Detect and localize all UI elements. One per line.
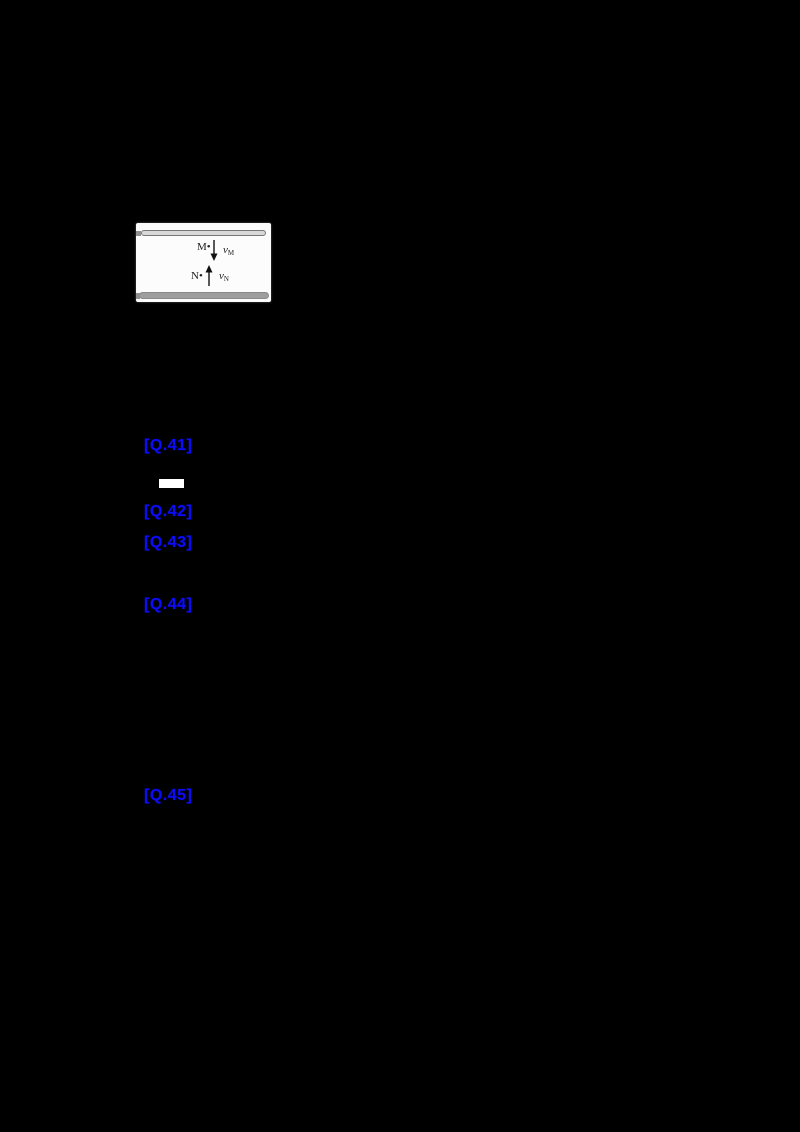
particle-m-label: M• xyxy=(197,241,211,253)
figure-panel: M• vM N• vN xyxy=(136,223,271,302)
velocity-vn-label: vN xyxy=(219,270,229,284)
velocity-down-arrow-icon xyxy=(210,240,218,261)
bottom-plate-left-nub xyxy=(136,293,140,299)
question-tag-5: [Q.45] xyxy=(144,787,193,804)
question-tag-4: [Q.44] xyxy=(144,596,193,613)
top-plate-left-nub xyxy=(136,231,141,236)
question-tag-1: [Q.41] xyxy=(144,437,193,454)
question-tag-2: [Q.42] xyxy=(144,503,193,520)
velocity-up-arrow-icon xyxy=(205,265,213,286)
particle-n-label: N• xyxy=(191,270,203,282)
bottom-plate xyxy=(139,292,269,299)
top-plate xyxy=(141,230,266,236)
velocity-vm-label: vM xyxy=(223,244,235,258)
question-tag-3: [Q.43] xyxy=(144,534,193,551)
white-dash xyxy=(159,479,184,488)
